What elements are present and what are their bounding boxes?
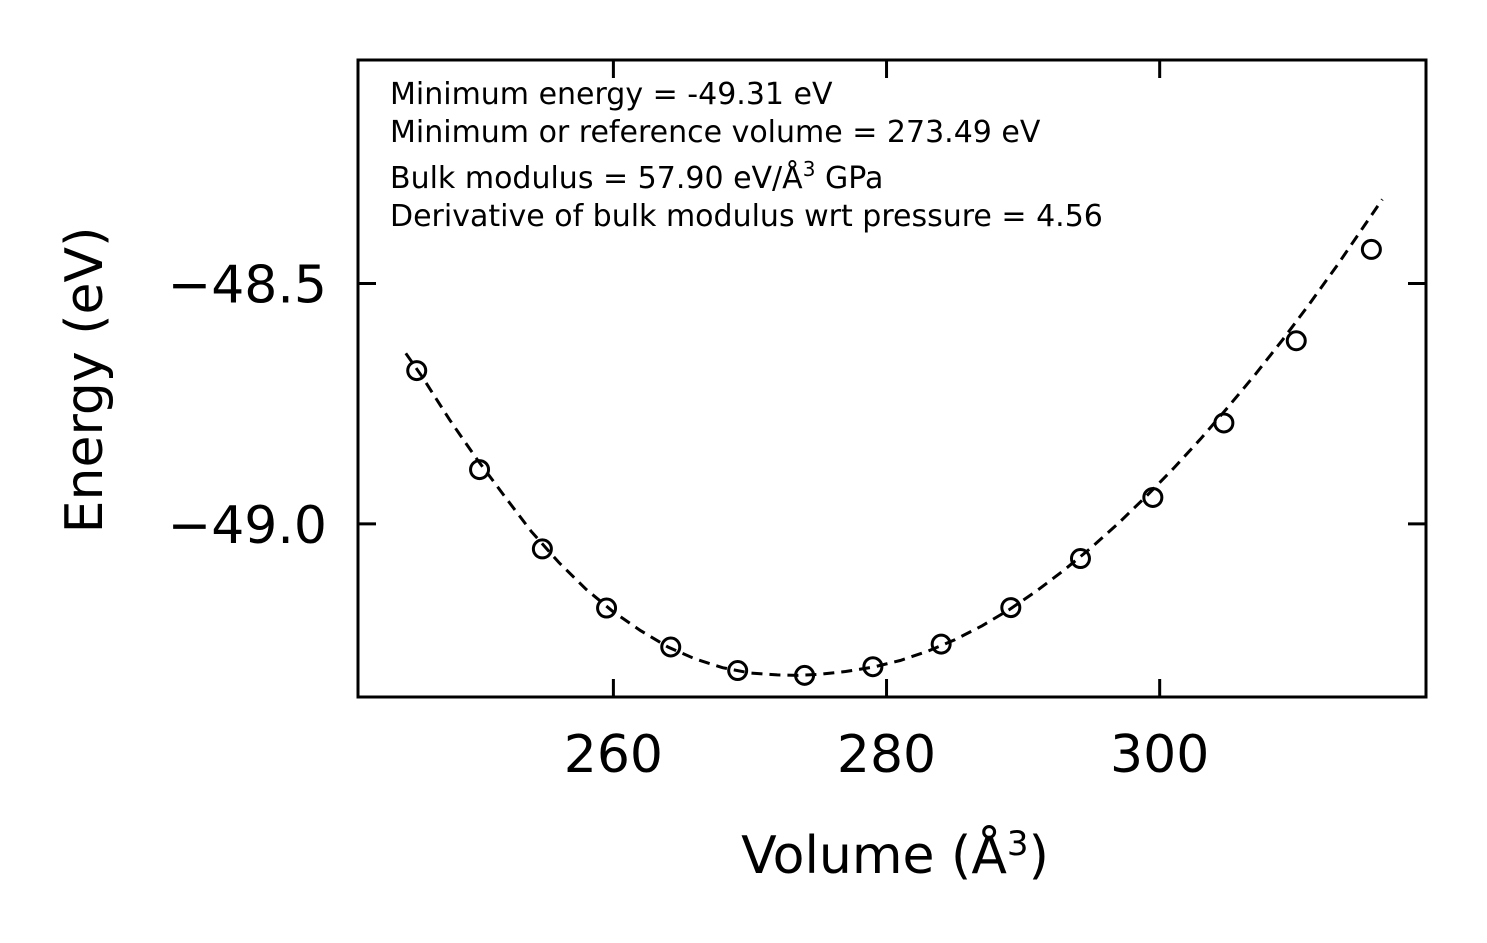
data-point: [1000, 597, 1022, 619]
data-point: [794, 664, 816, 686]
data-point: [406, 360, 428, 382]
x-tick-label: 260: [564, 725, 663, 785]
data-point: [862, 656, 884, 678]
data-point: [596, 597, 618, 619]
data-points: [406, 238, 1382, 686]
data-point: [469, 459, 491, 481]
plot-area-frame: [356, 58, 1428, 699]
annotation-minimum-energy: Minimum energy = -49.31 eV: [390, 77, 833, 112]
data-point: [531, 538, 553, 560]
x-axis-label: Volume (Å3): [741, 824, 1049, 886]
y-axis-label: Energy (eV): [55, 227, 115, 534]
y-tick-label: −48.5: [168, 256, 327, 316]
data-point: [660, 636, 682, 658]
data-point: [1360, 238, 1382, 260]
data-point: [1285, 330, 1307, 352]
annotation-minimum-volume: Minimum or reference volume = 273.49 eV: [390, 115, 1041, 150]
fit-curve: [404, 198, 1384, 677]
data-point: [727, 660, 749, 682]
y-tick-label: −49.0: [168, 496, 327, 556]
annotation-bulk-modulus: Bulk modulus = 57.90 eV/Å3 GPa: [390, 157, 883, 196]
x-tick-label: 280: [837, 725, 936, 785]
x-tick-labels: 260 280 300: [564, 725, 1210, 785]
annotation-bulk-modulus-derivative: Derivative of bulk modulus wrt pressure …: [390, 199, 1103, 234]
axis-ticks: [358, 60, 1426, 697]
y-tick-labels: −48.5 −49.0: [168, 256, 327, 556]
data-point: [930, 633, 952, 655]
x-tick-label: 300: [1110, 725, 1209, 785]
fit-annotations: Minimum energy = -49.31 eV Minimum or re…: [390, 77, 1103, 234]
fit-curve-layer: [404, 198, 1384, 677]
data-point: [1069, 548, 1091, 570]
data-point: [1142, 486, 1164, 508]
data-point: [1213, 412, 1235, 434]
